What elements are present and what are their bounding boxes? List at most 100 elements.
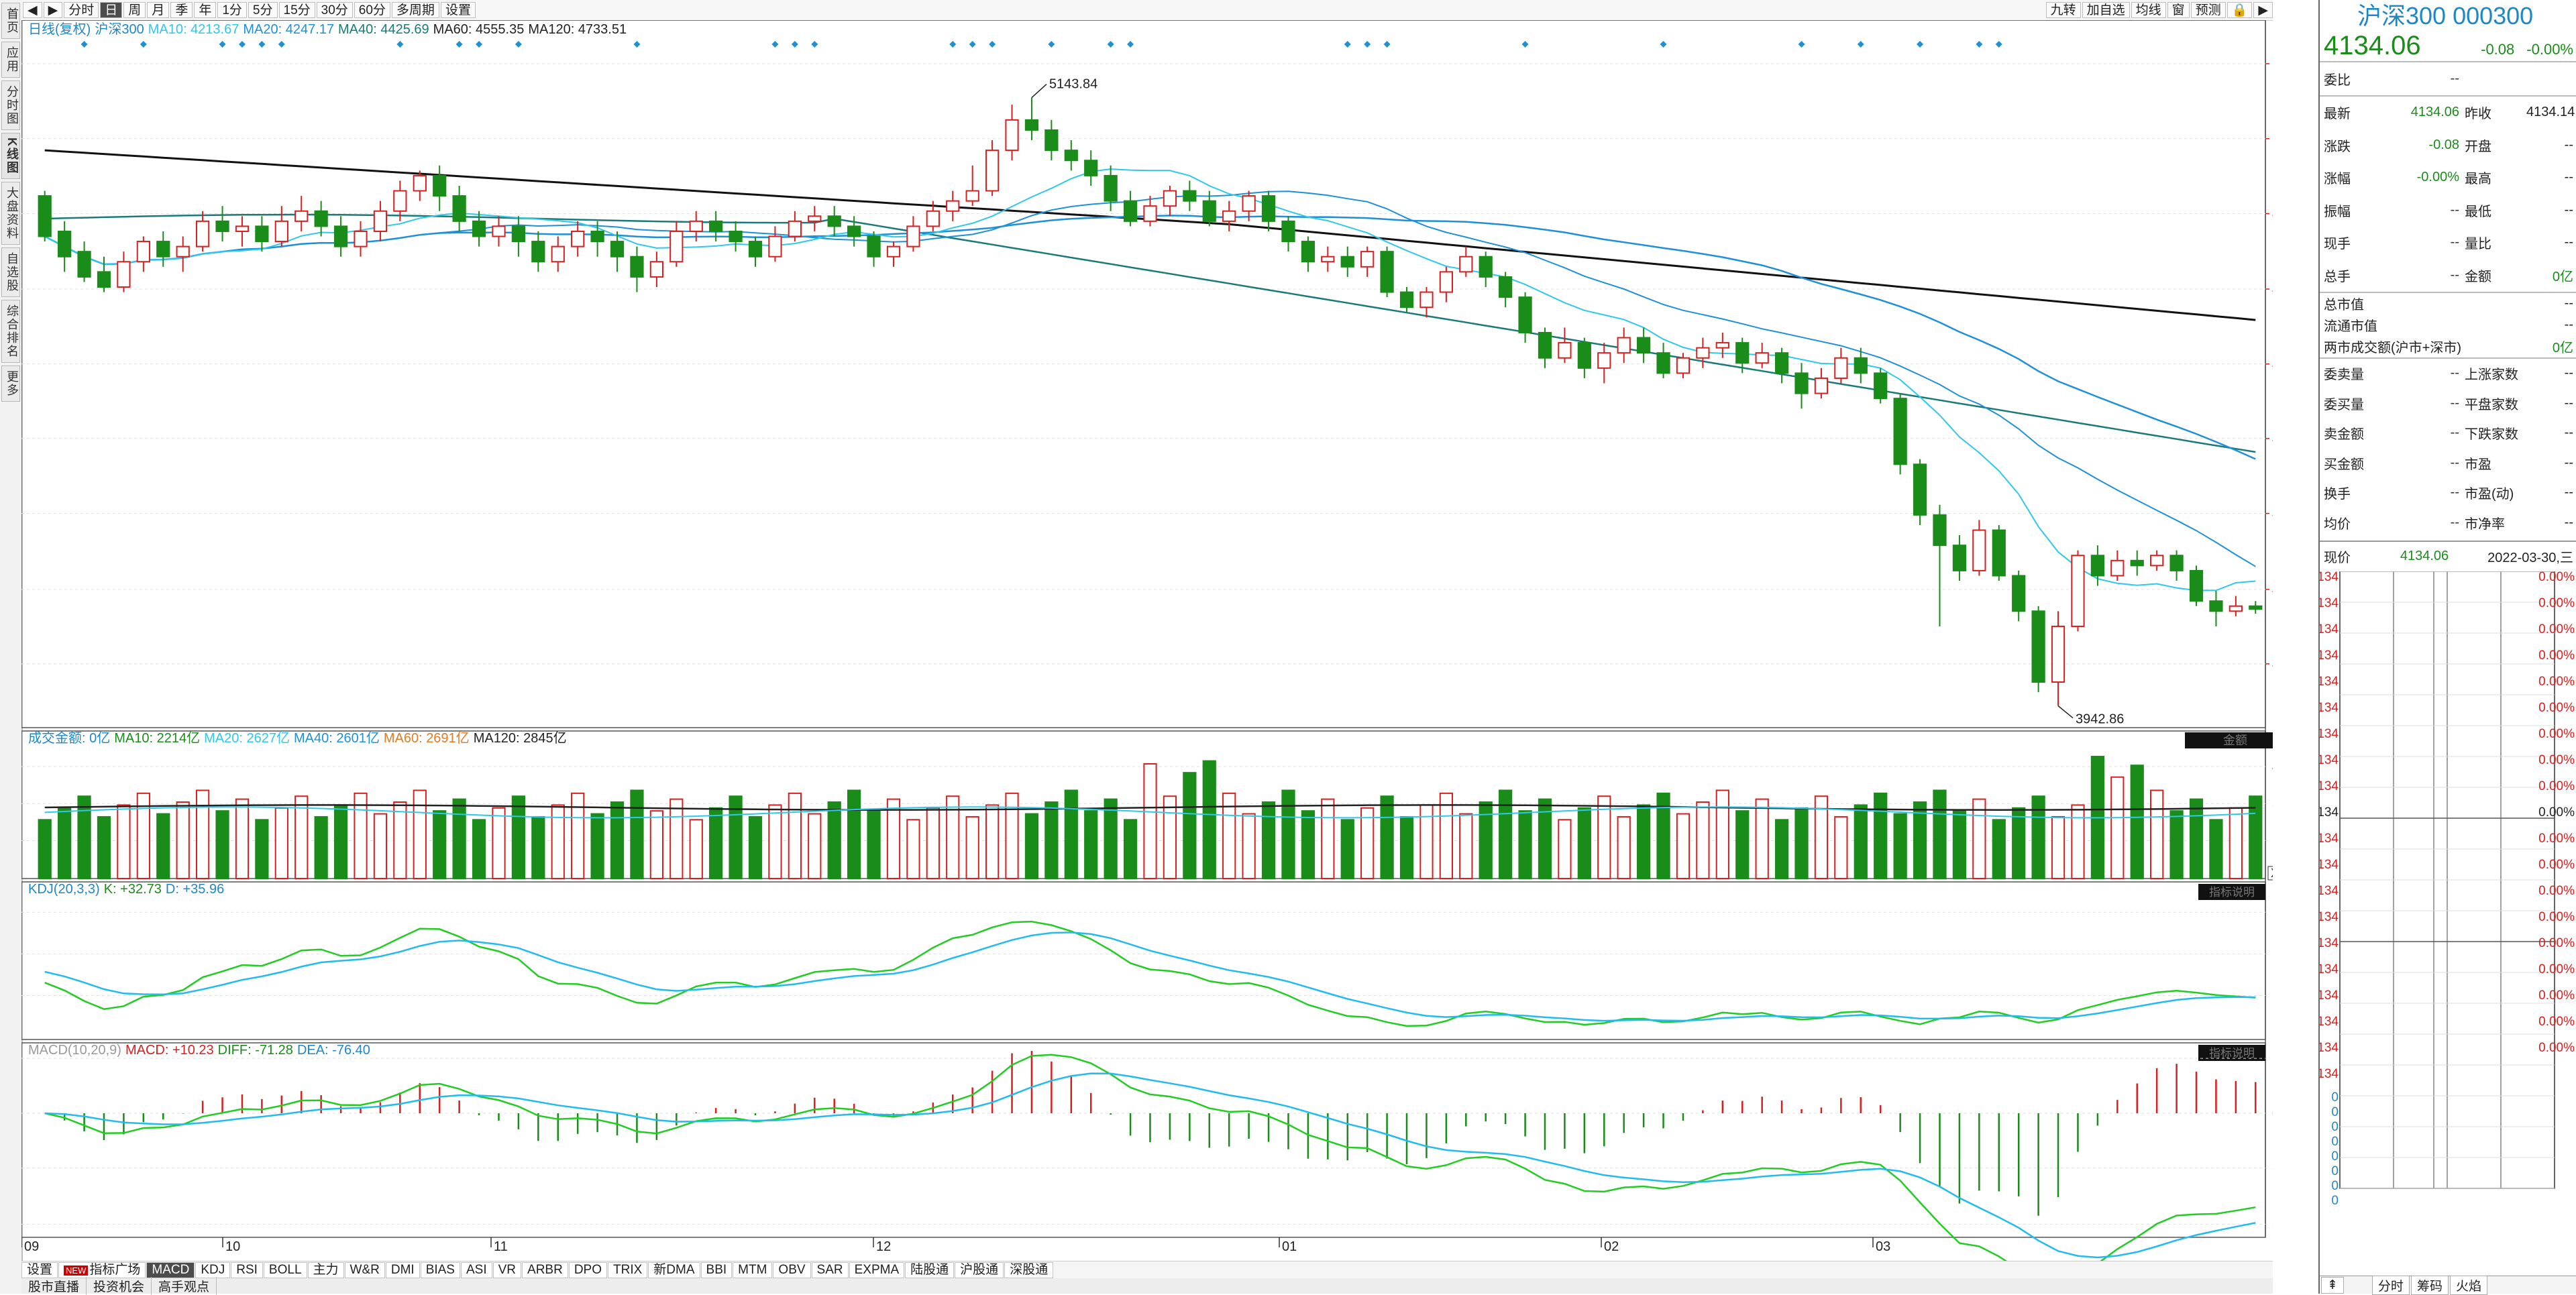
price-axis-tick: 5063 bbox=[2272, 132, 2273, 147]
period-tab-3[interactable]: 月 bbox=[147, 2, 170, 18]
nav-prev-icon[interactable]: ◀ bbox=[23, 2, 42, 18]
panel-footer-tab-1[interactable]: 筹码 bbox=[2410, 1275, 2449, 1295]
rail-item-5[interactable]: 自选股 bbox=[1, 247, 20, 297]
indicator-tab-8[interactable]: DMI bbox=[385, 1262, 420, 1278]
candle-body bbox=[748, 241, 763, 258]
indicator-tab-2[interactable]: MACD bbox=[146, 1262, 195, 1278]
macd-axis-tick: 0 bbox=[2272, 1107, 2273, 1121]
rail-item-2[interactable]: 分时图 bbox=[1, 80, 20, 130]
indicator-tab-23[interactable]: 深股通 bbox=[1004, 1262, 1054, 1278]
period-tab-11[interactable]: 多周期 bbox=[391, 2, 439, 18]
toolbar-right-0[interactable]: 九转 bbox=[2045, 2, 2081, 18]
rail-item-1[interactable]: 应用 bbox=[1, 42, 20, 78]
quote-r4-3-val: -- bbox=[2450, 455, 2459, 470]
indicator-tab-4[interactable]: RSI bbox=[231, 1262, 263, 1278]
candle-body bbox=[354, 230, 368, 247]
indicator-tab-21[interactable]: 陆股通 bbox=[905, 1262, 955, 1278]
kdj-help-button[interactable] bbox=[2198, 884, 2265, 900]
status-item-0[interactable]: 股市直播 bbox=[21, 1277, 87, 1295]
volume-bar bbox=[808, 813, 822, 879]
indicator-tab-17[interactable]: MTM bbox=[733, 1262, 773, 1278]
chart-area[interactable]: 5211 5063 4915 4766 4618 4471 4323 4173 4026 5143… bbox=[21, 19, 2314, 1294]
rail-item-6[interactable]: 综合排名 bbox=[1, 300, 20, 363]
indicator-tab-19[interactable]: SAR bbox=[811, 1262, 849, 1278]
indicator-tab-12[interactable]: ARBR bbox=[522, 1262, 568, 1278]
candle-body bbox=[669, 230, 684, 263]
now-label: 现价 bbox=[2324, 551, 2351, 565]
kdj-axis-tick: +33.01 bbox=[2272, 989, 2273, 1004]
indicator-tab-6[interactable]: 主力 bbox=[307, 1262, 344, 1278]
volume-axis-tick: 4569 bbox=[2272, 760, 2273, 775]
candle-body bbox=[1459, 256, 1473, 273]
panel-footer-tab-2[interactable]: 火焰 bbox=[2449, 1275, 2487, 1295]
quote-block-1: 委比 -- bbox=[2320, 61, 2576, 95]
panel-expand-icon[interactable]: ⇞ bbox=[2321, 1276, 2344, 1294]
candle-body bbox=[2110, 559, 2125, 577]
volume-bar bbox=[97, 815, 111, 880]
expand-icon[interactable]: ▶ bbox=[2253, 2, 2273, 18]
candle-body bbox=[768, 235, 782, 258]
candle-body bbox=[1499, 276, 1513, 298]
volume-bar bbox=[373, 813, 388, 879]
status-item-1[interactable]: 投资机会 bbox=[87, 1277, 152, 1295]
quote-r4-3-key2: 市盈 bbox=[2465, 457, 2491, 472]
period-tab-2[interactable]: 周 bbox=[123, 2, 146, 18]
volume-bar bbox=[2150, 789, 2164, 880]
period-tab-4[interactable]: 季 bbox=[170, 2, 193, 18]
indicator-tab-5[interactable]: BOLL bbox=[263, 1262, 307, 1278]
candle-body bbox=[1874, 372, 1888, 400]
volume-axis-tick: 1546 bbox=[2272, 834, 2273, 849]
indicator-tab-0[interactable]: 设置 bbox=[21, 1262, 58, 1278]
volume-bar bbox=[1814, 795, 1829, 879]
volume-bar bbox=[1854, 804, 1868, 880]
quote-r2-0: 最新 4134.06 昨收 4134.14 bbox=[2320, 97, 2576, 129]
period-tab-7[interactable]: 5分 bbox=[248, 2, 278, 18]
signal-diamond-icon bbox=[476, 41, 483, 48]
indicator-tab-7[interactable]: W&R bbox=[344, 1262, 385, 1278]
kdj-help-label: 指标说明 bbox=[2209, 886, 2255, 899]
candle-body bbox=[1834, 357, 1848, 379]
status-item-2[interactable]: 高手观点 bbox=[152, 1277, 217, 1295]
rail-item-3[interactable]: K线图 bbox=[1, 133, 20, 179]
rail-item-7[interactable]: 更多 bbox=[1, 365, 20, 402]
kline-chart[interactable]: 5211 5063 4915 4766 4618 4471 4323 4173 4026 5143… bbox=[21, 19, 2314, 1294]
indicator-tab-14[interactable]: TRIX bbox=[608, 1262, 648, 1278]
volume-bar bbox=[1715, 789, 1729, 880]
indicator-tab-15[interactable]: 新DMA bbox=[648, 1262, 700, 1278]
last-price: 4134.06 bbox=[2324, 31, 2421, 60]
toolbar-right-2[interactable]: 均线 bbox=[2131, 2, 2166, 18]
nav-next-icon[interactable]: ▶ bbox=[43, 2, 63, 18]
volume-bar bbox=[1104, 798, 1118, 879]
indicator-tab-10[interactable]: ASI bbox=[461, 1262, 492, 1278]
indicator-tab-9[interactable]: BIAS bbox=[420, 1262, 460, 1278]
volume-bar bbox=[1242, 813, 1256, 879]
panel-footer-tab-0[interactable]: 分时 bbox=[2371, 1275, 2410, 1295]
candle-body bbox=[1281, 220, 1295, 243]
indicator-tab-22[interactable]: 沪股通 bbox=[955, 1262, 1004, 1278]
volume-bar bbox=[38, 819, 52, 880]
rail-item-4[interactable]: 大盘资料 bbox=[1, 182, 20, 245]
period-tab-8[interactable]: 15分 bbox=[278, 2, 315, 18]
indicator-tab-3[interactable]: KDJ bbox=[195, 1262, 231, 1278]
indicator-tab-16[interactable]: BBI bbox=[700, 1262, 733, 1278]
indicator-tab-1[interactable]: NEW 指标广场 bbox=[58, 1262, 146, 1278]
period-tab-5[interactable]: 年 bbox=[194, 2, 217, 18]
period-tab-10[interactable]: 60分 bbox=[354, 2, 390, 18]
indicator-tab-11[interactable]: VR bbox=[492, 1262, 522, 1278]
mini-left-label: 4134 bbox=[2320, 675, 2339, 689]
period-tab-0[interactable]: 分时 bbox=[64, 2, 99, 18]
lock-icon[interactable]: 🔒 bbox=[2226, 2, 2253, 18]
indicator-tab-13[interactable]: DPO bbox=[568, 1262, 608, 1278]
period-tab-1[interactable]: 日 bbox=[100, 2, 123, 18]
indicator-tab-18[interactable]: OBV bbox=[773, 1262, 811, 1278]
period-tab-9[interactable]: 30分 bbox=[316, 2, 353, 18]
toolbar-right-4[interactable]: 预测 bbox=[2190, 2, 2226, 18]
toolbar-right-3[interactable]: 窗 bbox=[2167, 2, 2190, 18]
indicator-tab-20[interactable]: EXPMA bbox=[849, 1262, 905, 1278]
quote-r2-1-key2: 开盘 bbox=[2465, 139, 2491, 154]
volume-bar bbox=[195, 789, 210, 880]
period-tab-6[interactable]: 1分 bbox=[217, 2, 247, 18]
toolbar-right-1[interactable]: 加自选 bbox=[2082, 2, 2130, 18]
period-tab-12[interactable]: 设置 bbox=[440, 2, 476, 18]
rail-item-0[interactable]: 首页 bbox=[1, 3, 20, 39]
